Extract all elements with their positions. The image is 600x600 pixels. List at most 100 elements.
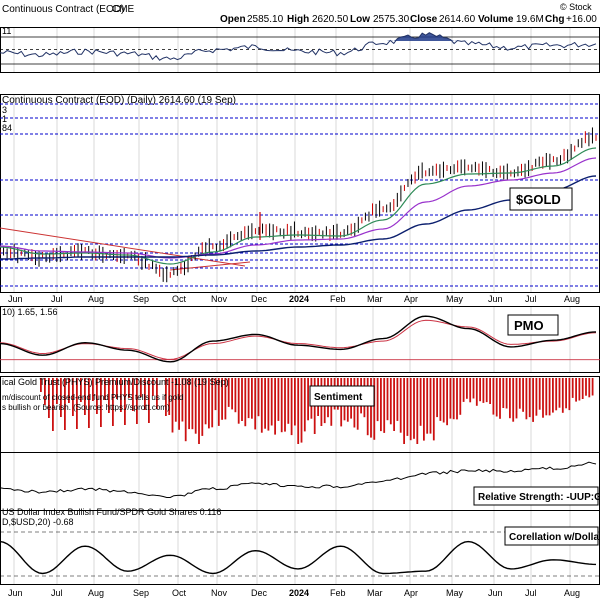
premium-bar [399, 378, 402, 433]
premium-bar [208, 378, 210, 429]
premium-bar [181, 378, 184, 422]
premium-bar [307, 378, 309, 421]
premium-bar [270, 378, 273, 426]
pmo-annotation: PMO [514, 318, 544, 333]
premium-bar [509, 378, 511, 419]
x-tick-label-bottom: Apr [404, 588, 418, 598]
premium-bar [198, 378, 200, 444]
low-value: 2575.30 [373, 14, 410, 25]
x-tick-label-top: Oct [172, 294, 187, 304]
premium-bar [287, 378, 290, 424]
chart-title: Continuous Contract (EOD) [2, 4, 124, 15]
price-trendline-2 [169, 261, 251, 271]
premium-bar [234, 378, 237, 413]
x-tick-label-bottom: Jun [488, 588, 503, 598]
premium-note-2: s bullish or bearish. (Source: https://s… [2, 403, 170, 412]
premium-bar [201, 378, 204, 436]
premium-bar [104, 378, 106, 400]
premium-bar [459, 378, 462, 415]
premium-bar [386, 378, 389, 421]
x-tick-label-top: Feb [330, 294, 346, 304]
x-tick-label-bottom: Nov [211, 588, 228, 598]
premium-bar [231, 378, 233, 410]
premium-bar [393, 378, 395, 431]
open-value: 2585.10 [247, 14, 284, 25]
x-tick-label-bottom: Mar [367, 588, 383, 598]
correlation-annotation: Corellation w/Dollar [509, 532, 600, 543]
premium-bar [174, 378, 177, 422]
premium-bar [48, 378, 50, 418]
x-tick-label-top: Apr [404, 294, 418, 304]
chg-value: +16.00 [566, 14, 597, 25]
rs-line [0, 461, 597, 498]
high-label: High [287, 14, 309, 25]
price-legend-3: 84 [2, 123, 12, 133]
premium-bar [171, 378, 174, 433]
premium-bar [297, 378, 300, 444]
premium-bar [165, 378, 167, 416]
x-tick-label-bottom: Feb [330, 588, 346, 598]
premium-bar [370, 378, 372, 438]
sentiment-annotation-box [309, 385, 375, 407]
premium-bar [116, 378, 118, 399]
premium-bar [578, 378, 581, 401]
premium-bar [76, 378, 78, 429]
premium-bar [532, 378, 534, 422]
premium-bar [568, 378, 571, 411]
premium-bar [555, 378, 558, 411]
premium-bar [284, 378, 286, 432]
premium-bar [585, 378, 587, 396]
rs-annotation: Relative Strength: -UUP:GL [478, 492, 600, 503]
rsi-title: 11 [2, 26, 11, 36]
premium-bar [80, 378, 82, 402]
premium-bar [452, 378, 455, 420]
premium-bar [251, 378, 253, 419]
premium-bar [423, 378, 425, 441]
price-ma-long [0, 175, 597, 260]
premium-bar [92, 378, 94, 401]
low-label: Low [350, 14, 370, 25]
pmo-line [0, 315, 597, 363]
premium-bar [456, 378, 458, 420]
rsi-overbought-fill [0, 32, 596, 41]
chg-label: Chg [545, 14, 564, 25]
premium-bar [224, 378, 227, 420]
premium-bar [588, 378, 591, 398]
premium-bar [244, 378, 247, 427]
premium-bar [522, 378, 524, 412]
premium-bar [581, 378, 584, 399]
premium-note-1: m/discount of closed-end fund PHYS tells… [2, 393, 183, 402]
premium-bar [68, 378, 70, 403]
rsi-line [0, 32, 597, 61]
pmo-signal-line [0, 319, 597, 360]
premium-bar [178, 378, 180, 430]
x-tick-label-top: Aug [564, 294, 580, 304]
premium-bar [64, 378, 66, 430]
correlation-title: D,$USD,20) -0.68 [2, 517, 74, 527]
high-value: 2620.50 [312, 14, 349, 25]
premium-bar [499, 378, 501, 419]
premium-bar [144, 378, 146, 410]
panels: Jun Jul Aug Sep Oct Nov Dec 2024 Feb Mar Apr May Jun… [0, 27, 600, 598]
correlation-header: US Dollar Index Bullish Fund/SPDR Gold S… [2, 507, 221, 517]
premium-bar [56, 378, 58, 404]
premium-bar [221, 378, 223, 420]
x-tick-label-bottom: Aug [88, 588, 104, 598]
premium-bar [227, 378, 230, 407]
premium-bar [502, 378, 505, 408]
premium-bar [136, 378, 138, 424]
x-tick-label-bottom: Jul [51, 588, 63, 598]
premium-bar [84, 378, 86, 415]
x-tick-label-bottom: Oct [172, 588, 187, 598]
premium-bar [466, 378, 468, 399]
premium-bar [436, 378, 438, 418]
premium-bar [429, 378, 432, 434]
premium-bar [442, 378, 445, 423]
gold-annotation: $GOLD [516, 192, 561, 207]
price-trendline [0, 227, 246, 267]
x-tick-label-top: Sep [133, 294, 149, 304]
x-tick-label-bottom: Dec [251, 588, 268, 598]
pmo-annotation-box [507, 314, 559, 336]
premium-bar [72, 378, 74, 416]
x-tick-label-top: Jul [525, 294, 537, 304]
